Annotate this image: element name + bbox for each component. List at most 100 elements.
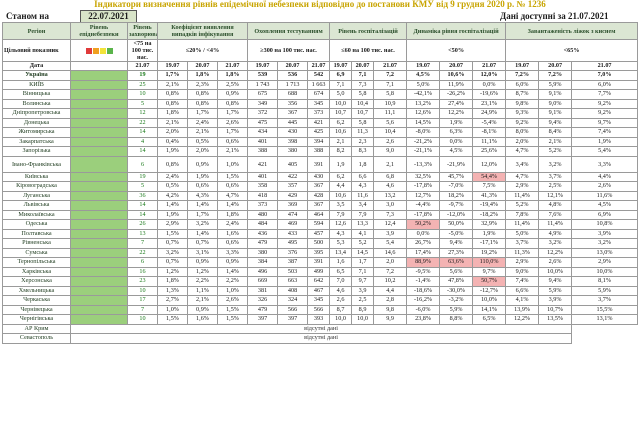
value-cell: 4,9% xyxy=(538,228,573,239)
table-row: Полтавська 13 1,5% 1,4% 1,6% 436 433 457 4,3 4,1 3… xyxy=(2,228,638,239)
value-cell: 3,2% xyxy=(157,247,188,258)
value-cell: 6 xyxy=(127,155,158,173)
missing-data-row: АР Крим відсутні дані xyxy=(2,323,638,334)
region-name: Луганська xyxy=(2,190,71,201)
value-cell: 405 xyxy=(277,155,309,173)
value-cell: 1,8 xyxy=(351,155,375,173)
value-cell: 0,9% xyxy=(216,257,249,268)
value-cell: 36 xyxy=(127,190,158,201)
value-cell: 11,4% xyxy=(538,219,573,230)
value-cell: 7,8% xyxy=(505,209,540,220)
yellow-swatch-icon xyxy=(99,47,106,54)
value-cell: 2,3% xyxy=(187,79,218,90)
value-cell: 496 xyxy=(247,266,279,277)
level-cell xyxy=(70,117,128,128)
value-cell: 0,6% xyxy=(216,181,249,192)
value-cell: 10,6 xyxy=(329,127,353,138)
level-cell xyxy=(70,171,128,182)
value-cell: 1,9% xyxy=(571,136,638,147)
value-cell: 0,0% xyxy=(406,228,441,239)
value-cell: 23,8% xyxy=(406,314,441,325)
value-cell: 13 xyxy=(127,228,158,239)
value-cell: 1,4% xyxy=(216,200,249,211)
date-cell: 20.07 xyxy=(538,61,573,71)
value-cell: 9,7% xyxy=(472,266,507,277)
value-cell: 384 xyxy=(247,257,279,268)
value-cell: 9,8 xyxy=(373,304,408,315)
value-cell: 469 xyxy=(277,219,309,230)
region-name: Житомирська xyxy=(2,127,71,138)
region-name: Дніпропетровська xyxy=(2,108,71,119)
value-cell: 7,1 xyxy=(373,79,408,90)
value-cell: 2,0% xyxy=(157,127,188,138)
value-cell: 11,9% xyxy=(439,79,474,90)
value-cell: 8,1% xyxy=(571,276,638,287)
region-name: АР Крим xyxy=(2,323,71,334)
value-cell: 10 xyxy=(127,89,158,100)
level-cell xyxy=(70,304,128,315)
value-cell: 9,1% xyxy=(538,89,573,100)
table-row: Рівненська 7 0,7% 0,7% 0,6% 479 495 500 5,3 5,2 5,… xyxy=(2,238,638,249)
value-cell: -9,5% xyxy=(406,266,441,277)
value-cell: 7,0 xyxy=(329,276,353,287)
value-cell: 3,3% xyxy=(571,155,638,173)
value-cell: 0,9% xyxy=(216,89,249,100)
level-color-legend xyxy=(70,39,128,62)
value-cell: 7 xyxy=(127,304,158,315)
value-cell: 8,7% xyxy=(505,89,540,100)
value-cell: 10 xyxy=(127,285,158,296)
value-cell: 9,0% xyxy=(505,266,540,277)
value-cell: 2,1% xyxy=(187,295,218,306)
value-cell: 11,3% xyxy=(505,247,540,258)
value-cell: 10,7 xyxy=(329,108,353,119)
table-body: Україна 19 1,7% 1,8% 1,8% 539 536 542 6,9 7,1 7,2 4… xyxy=(2,70,638,344)
target-detection: ≤20% / <4% xyxy=(156,39,249,62)
region-name: Одеська xyxy=(2,219,71,230)
value-cell: -42,1% xyxy=(406,89,441,100)
table-row: Запорізька 14 1,9% 2,0% 2,1% 388 380 388 8,2 8,3 9… xyxy=(2,146,638,157)
value-cell: 12,6% xyxy=(406,108,441,119)
value-cell: 6,5 xyxy=(329,266,353,277)
value-cell: 3,9% xyxy=(538,295,573,306)
value-cell: 5,9% xyxy=(538,79,573,90)
value-cell: 7,4% xyxy=(571,127,638,138)
value-cell: -12,0% xyxy=(439,209,474,220)
value-cell: -21,9% xyxy=(439,155,474,173)
table-row: Луганська 36 4,2% 4,3% 4,7% 418 429 428 10,6 11,6… xyxy=(2,190,638,201)
value-cell: 25 xyxy=(127,79,158,90)
value-cell: 0,7% xyxy=(157,238,188,249)
value-cell: 8,2 xyxy=(329,146,353,157)
value-cell: 2,0% xyxy=(187,146,218,157)
level-cell xyxy=(70,285,128,296)
value-cell: 1,8% xyxy=(216,209,249,220)
value-cell: 6,0% xyxy=(571,79,638,90)
value-cell: 4,2% xyxy=(157,190,188,201)
value-cell: 25,6% xyxy=(472,146,507,157)
value-cell: -4,4% xyxy=(406,200,441,211)
value-cell: 675 xyxy=(247,89,279,100)
value-cell: -5,0% xyxy=(439,228,474,239)
value-cell: 14 xyxy=(127,209,158,220)
region-name: Полтавська xyxy=(2,228,71,239)
value-cell: 12,2% xyxy=(505,314,540,325)
value-cell: 4,4 xyxy=(373,285,408,296)
value-cell: 395 xyxy=(307,247,331,258)
value-cell: 393 xyxy=(307,314,331,325)
value-cell: 4,7% xyxy=(505,171,540,182)
value-cell: 12,7% xyxy=(406,190,441,201)
value-cell: 7,1 xyxy=(329,79,353,90)
value-cell: 428 xyxy=(307,190,331,201)
value-cell: 2,6% xyxy=(216,295,249,306)
value-cell: 1,5% xyxy=(157,314,188,325)
value-cell: 8,9 xyxy=(351,304,375,315)
value-cell: 372 xyxy=(247,108,279,119)
value-cell: 688 xyxy=(277,89,309,100)
value-cell: 594 xyxy=(307,219,331,230)
value-cell: 5,4 xyxy=(373,238,408,249)
value-cell: 11,4% xyxy=(505,219,540,230)
table-row: Чернігівська 10 1,5% 1,6% 1,5% 397 397 393 10,0 1… xyxy=(2,314,638,325)
level-cell xyxy=(70,257,128,268)
table-row: Сумська 22 3,2% 3,1% 3,3% 380 376 395 13,4 14,5 14… xyxy=(2,247,638,258)
value-cell: 12,1% xyxy=(538,190,573,201)
